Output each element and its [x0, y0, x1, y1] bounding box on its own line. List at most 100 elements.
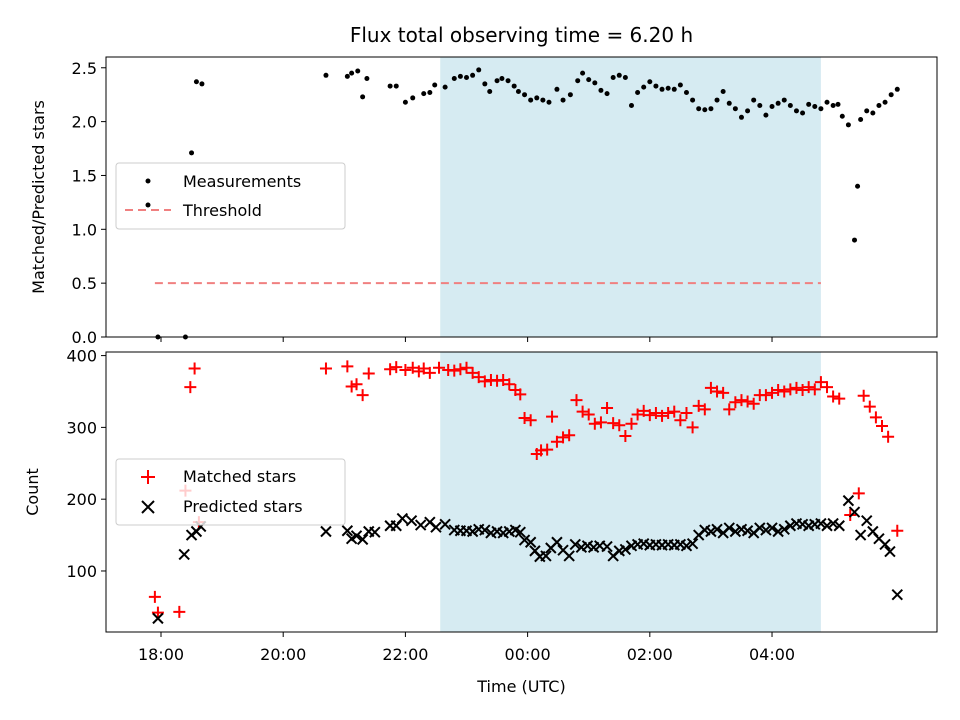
predicted-star-point	[619, 543, 632, 556]
predicted-star-point	[686, 537, 699, 550]
matched-star-point	[882, 430, 895, 443]
chart-title: Flux total observing time = 6.20 h	[350, 23, 693, 47]
matched-star-point	[649, 407, 662, 420]
y-tick-label: 0.0	[72, 328, 97, 347]
measurement-point	[818, 106, 824, 112]
matched-star-point	[607, 417, 620, 430]
matched-star-point	[735, 394, 748, 407]
legend-matched-label: Matched stars	[183, 467, 296, 486]
matched-star-point	[514, 388, 527, 401]
bottom-panel: 100 200 300 400 18:00 20:00 22:00 00:00 02:00 04…	[23, 347, 938, 696]
predicted-star-point	[711, 523, 723, 536]
top-highlight-region	[440, 57, 821, 337]
bottom-x-axis-ticks: 18:00 20:00 22:00 00:00 02:00 04:00	[138, 632, 795, 664]
measurement-point	[511, 83, 517, 89]
measurement-point	[781, 97, 787, 103]
measurement-point	[199, 81, 205, 87]
measurement-point	[845, 122, 851, 128]
matched-star-point	[356, 389, 369, 402]
measurement-point	[442, 84, 448, 90]
predicted-star-point	[178, 548, 190, 561]
measurement-point	[387, 83, 393, 89]
measurement-point	[769, 104, 775, 110]
bottom-legend: Matched stars Predicted stars	[115, 458, 346, 526]
matched-star-point	[723, 403, 736, 416]
predicted-star-point	[891, 588, 903, 601]
matched-star-point	[625, 417, 638, 430]
predicted-star-point	[396, 512, 409, 525]
top-x-axis-ticks	[160, 337, 773, 342]
matched-star-point	[341, 360, 354, 373]
measurement-point	[604, 91, 610, 97]
matched-star-point	[637, 404, 650, 417]
matched-star-point	[399, 363, 412, 376]
measurement-point	[622, 74, 628, 80]
top-y-axis-label: Matched/Predicted stars	[29, 100, 48, 294]
matched-star-point	[857, 389, 870, 402]
measurement-point	[360, 94, 366, 100]
matched-star-point	[546, 410, 559, 423]
measurement-point	[888, 92, 894, 98]
x-axis-label: Time (UTC)	[476, 677, 565, 696]
predicted-star-point	[848, 506, 861, 518]
measurement-point	[702, 107, 708, 113]
predicted-star-point	[152, 612, 164, 625]
measurement-point	[793, 108, 799, 114]
matched-star-point	[619, 430, 632, 442]
measurement-point	[355, 68, 361, 74]
measurement-point	[830, 102, 836, 108]
measurement-point	[870, 110, 876, 116]
measurement-point	[534, 95, 540, 101]
matched-star-point	[423, 366, 436, 379]
measurement-point	[393, 83, 399, 89]
measurement-point	[323, 72, 329, 78]
measurement-point	[494, 78, 500, 84]
matched-star-point	[466, 366, 479, 379]
matched-star-point	[454, 363, 467, 376]
measurement-point	[457, 73, 463, 79]
x-tick-label: 22:00	[382, 645, 428, 664]
matched-star-point	[662, 407, 675, 420]
predicted-star-point	[563, 550, 575, 562]
predicted-star-point	[766, 522, 778, 534]
predicted-star-point	[569, 538, 581, 551]
matched-star-point	[148, 590, 161, 603]
matched-star-point	[741, 395, 754, 408]
predicted-star-point	[341, 525, 354, 537]
legend-predicted-marker	[141, 500, 155, 514]
predicted-star-point	[784, 520, 797, 532]
measurement-point	[855, 183, 861, 189]
matched-star-point	[417, 362, 430, 375]
predicted-star-point	[680, 540, 693, 552]
measurement-point	[683, 90, 689, 96]
matched-star-point	[503, 378, 516, 391]
matched-star-point	[869, 411, 882, 424]
measurement-point	[628, 102, 634, 108]
x-tick-label: 04:00	[749, 645, 795, 664]
matched-star-point	[717, 386, 730, 399]
bottom-plot-frame	[105, 351, 938, 633]
measurement-point	[647, 79, 653, 85]
measurement-point	[432, 82, 438, 88]
bottom-y-axis-label: Count	[23, 468, 42, 516]
matched-star-point	[362, 367, 375, 380]
matched-star-point	[541, 443, 554, 456]
predicted-star-point	[551, 536, 563, 548]
measurement-point	[451, 76, 457, 82]
measurement-point	[812, 104, 818, 110]
measurement-point	[482, 81, 488, 87]
predicted-star-point	[723, 522, 735, 534]
predicted-star-point	[833, 520, 845, 532]
predicted-star-point	[754, 522, 766, 534]
bottom-highlight-region	[440, 352, 821, 632]
measurement-point	[505, 78, 511, 84]
measurement-point	[540, 97, 546, 103]
matched-star-point	[711, 385, 724, 398]
matched-star-point	[588, 417, 601, 430]
matched-star-point	[668, 405, 681, 418]
matched-star-point	[827, 390, 840, 403]
measurement-point	[567, 92, 573, 98]
bottom-y-axis-ticks: 100 200 300 400	[66, 347, 106, 581]
y-tick-label: 2.0	[72, 113, 97, 132]
